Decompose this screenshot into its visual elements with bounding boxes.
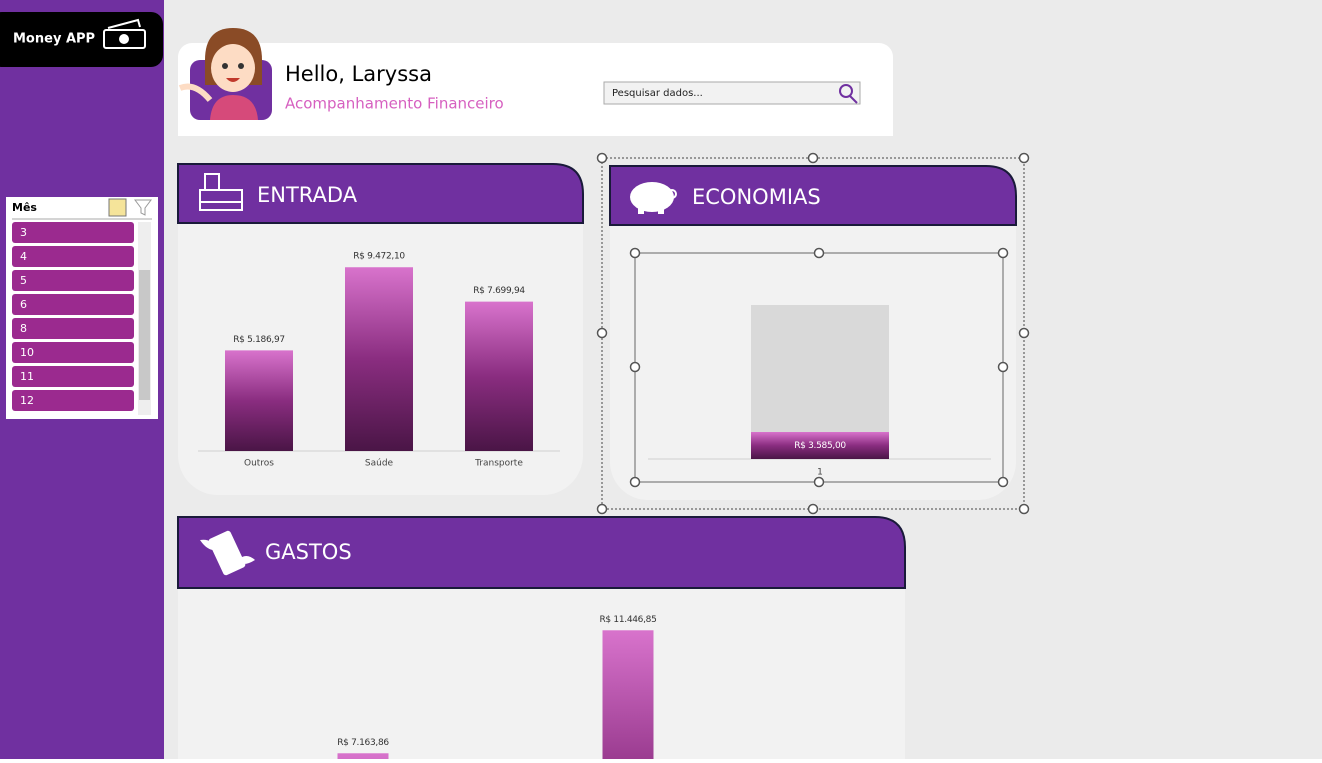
- slicer-item[interactable]: [12, 294, 134, 315]
- category-label: Outros: [244, 459, 274, 469]
- search-placeholder: Pesquisar dados...: [612, 88, 703, 99]
- resize-handle[interactable]: [807, 152, 819, 164]
- money-icon: [103, 18, 146, 49]
- scroll-thumb[interactable]: [139, 270, 150, 400]
- subtitle: Acompanhamento Financeiro: [285, 95, 504, 113]
- slicer-item-label: 11: [20, 370, 34, 383]
- avatar: [178, 28, 272, 120]
- entrada-header: [177, 163, 584, 224]
- slicer-title: Mês: [12, 201, 37, 214]
- slicer-item-label: 5: [20, 274, 27, 287]
- slicer-item[interactable]: [12, 270, 134, 291]
- resize-handle[interactable]: [629, 476, 641, 488]
- bar: [602, 630, 654, 763]
- resize-handle[interactable]: [596, 152, 608, 164]
- slicer-item[interactable]: [12, 246, 134, 267]
- resize-handle[interactable]: [813, 247, 825, 259]
- category-label: 1: [817, 468, 823, 478]
- clear-filter-button[interactable]: [134, 199, 152, 216]
- slicer-item-label: 6: [20, 298, 27, 311]
- resize-handle[interactable]: [1018, 327, 1030, 339]
- search-box[interactable]: [603, 81, 861, 105]
- economias-title: ECONOMIAS: [692, 185, 821, 209]
- slicer-item[interactable]: [12, 342, 134, 363]
- multiselect-button[interactable]: [108, 198, 127, 217]
- slicer-item[interactable]: [12, 222, 134, 243]
- piggy-icon: [630, 182, 677, 214]
- gastos-title: GASTOS: [265, 540, 352, 564]
- resize-handle[interactable]: [629, 247, 641, 259]
- slicer-item-label: 3: [20, 226, 27, 239]
- bar: [225, 350, 293, 451]
- category-label: Transporte: [474, 459, 523, 469]
- app-name: Money APP: [13, 32, 95, 47]
- resize-handle[interactable]: [997, 476, 1009, 488]
- value-label: R$ 11.446,85: [599, 615, 656, 625]
- bar: [465, 301, 533, 451]
- slicer-item[interactable]: [12, 390, 134, 411]
- header-card-bottom: [178, 110, 893, 136]
- entrada-title: ENTRADA: [257, 183, 358, 207]
- value-label: R$ 9.472,10: [353, 252, 405, 262]
- bar: [751, 432, 889, 459]
- slicer-item[interactable]: [12, 318, 134, 339]
- search-icon[interactable]: [839, 84, 858, 104]
- slicer-item[interactable]: [12, 366, 134, 387]
- resize-handle[interactable]: [807, 503, 819, 515]
- greeting: Hello, Laryssa: [285, 62, 432, 86]
- resize-handle[interactable]: [596, 327, 608, 339]
- economias-header: [609, 165, 1017, 226]
- bar: [337, 753, 389, 763]
- bar: [345, 267, 413, 451]
- resize-handle[interactable]: [997, 247, 1009, 259]
- value-label: R$ 7.699,94: [473, 286, 525, 296]
- value-label: R$ 3.585,00: [794, 441, 846, 451]
- resize-handle[interactable]: [813, 476, 825, 488]
- resize-handle[interactable]: [629, 361, 641, 373]
- value-label: R$ 5.186,97: [233, 335, 285, 345]
- logo-box: [0, 12, 163, 67]
- gastos-panel: [178, 560, 905, 763]
- slicer-item-label: 12: [20, 394, 34, 407]
- slicer-item-label: 8: [20, 322, 27, 335]
- flying-money-icon: [200, 530, 255, 576]
- value-label: R$ 7.163,86: [337, 738, 389, 748]
- resize-handle[interactable]: [596, 503, 608, 515]
- resize-handle[interactable]: [1018, 152, 1030, 164]
- slicer-item-label: 10: [20, 346, 34, 359]
- register-icon: [199, 173, 243, 211]
- gastos-header: [177, 516, 906, 589]
- resize-handle[interactable]: [997, 361, 1009, 373]
- resize-handle[interactable]: [1018, 503, 1030, 515]
- category-label: Saúde: [365, 459, 394, 469]
- slicer-item-label: 4: [20, 250, 27, 263]
